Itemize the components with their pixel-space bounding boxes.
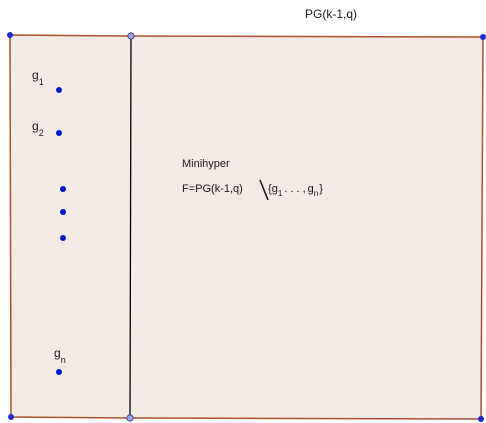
point-gn	[56, 369, 62, 375]
label-gn: gn	[54, 346, 66, 365]
corner-point-top-left	[7, 32, 13, 38]
set-open-brace: {	[268, 183, 272, 195]
minihyper-formula: F=PG(k-1,q)	[182, 183, 243, 195]
label-g1: g1	[32, 68, 44, 87]
divider-top-point	[127, 32, 135, 40]
minihyper-heading: Minihyper	[182, 158, 230, 170]
ellipsis-point-3	[60, 235, 66, 241]
label-g1-sub: 1	[39, 77, 44, 87]
pg-region	[9, 34, 484, 420]
corner-point-bottom-right	[478, 416, 484, 422]
ellipsis-point-1	[60, 186, 66, 192]
label-g2: g2	[32, 119, 44, 138]
set-close-brace: }	[319, 183, 323, 195]
set-g1-base: g	[272, 183, 278, 195]
set-gn-base: g	[308, 183, 314, 195]
divider-line	[129, 35, 132, 419]
title-label: PG(k-1,q)	[305, 7, 357, 21]
corner-point-bottom-left	[8, 414, 14, 420]
divider-bottom-point	[126, 414, 134, 422]
ellipsis-point-2	[60, 209, 66, 215]
formula-head: F=PG(k-1,q)	[182, 183, 243, 195]
setminus-symbol	[259, 179, 269, 201]
corner-point-top-right	[480, 34, 486, 40]
set-ellipsis: . . . ,	[284, 183, 305, 195]
label-gn-sub: n	[61, 355, 66, 365]
label-g2-base: g	[32, 119, 39, 133]
label-g1-base: g	[32, 68, 39, 82]
label-gn-base: g	[54, 346, 61, 360]
label-g2-sub: 2	[39, 128, 44, 138]
point-g2	[56, 130, 62, 136]
set-g1-sub: 1	[278, 189, 283, 198]
minihyper-set: {g1. . . , gn}	[268, 183, 323, 198]
point-g1	[56, 87, 62, 93]
set-gn-sub: n	[314, 189, 318, 198]
